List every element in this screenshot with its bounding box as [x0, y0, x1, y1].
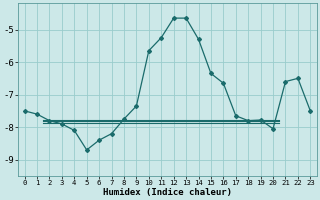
X-axis label: Humidex (Indice chaleur): Humidex (Indice chaleur)	[103, 188, 232, 197]
